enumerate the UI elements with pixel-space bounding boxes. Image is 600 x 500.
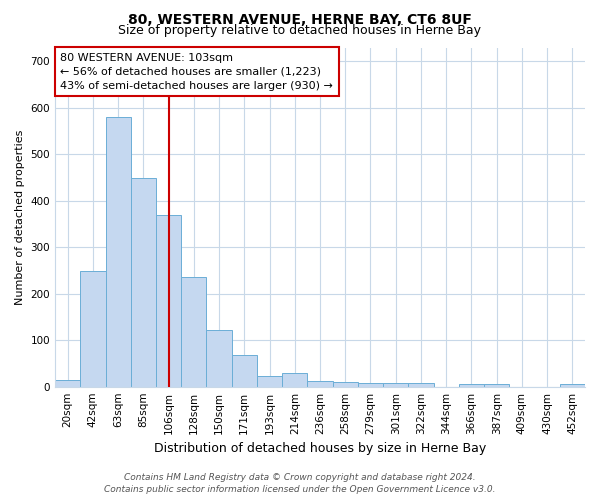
- Bar: [80, 272, 106, 386]
- Bar: [181, 278, 206, 386]
- Bar: [560, 384, 585, 386]
- Bar: [232, 355, 257, 386]
- Bar: [332, 382, 358, 386]
- Text: 80, WESTERN AVENUE, HERNE BAY, CT6 8UF: 80, WESTERN AVENUE, HERNE BAY, CT6 8UF: [128, 12, 472, 26]
- Bar: [55, 380, 80, 386]
- X-axis label: Distribution of detached houses by size in Herne Bay: Distribution of detached houses by size …: [154, 442, 486, 455]
- Bar: [106, 117, 131, 386]
- Bar: [257, 376, 282, 386]
- Y-axis label: Number of detached properties: Number of detached properties: [15, 130, 25, 305]
- Bar: [131, 178, 156, 386]
- Bar: [156, 215, 181, 386]
- Bar: [383, 383, 409, 386]
- Text: Contains HM Land Registry data © Crown copyright and database right 2024.
Contai: Contains HM Land Registry data © Crown c…: [104, 472, 496, 494]
- Bar: [307, 380, 332, 386]
- Bar: [459, 384, 484, 386]
- Bar: [358, 383, 383, 386]
- Text: Size of property relative to detached houses in Herne Bay: Size of property relative to detached ho…: [119, 24, 482, 37]
- Bar: [282, 372, 307, 386]
- Bar: [409, 383, 434, 386]
- Bar: [484, 384, 509, 386]
- Text: 80 WESTERN AVENUE: 103sqm
← 56% of detached houses are smaller (1,223)
43% of se: 80 WESTERN AVENUE: 103sqm ← 56% of detac…: [61, 52, 333, 90]
- Bar: [206, 330, 232, 386]
